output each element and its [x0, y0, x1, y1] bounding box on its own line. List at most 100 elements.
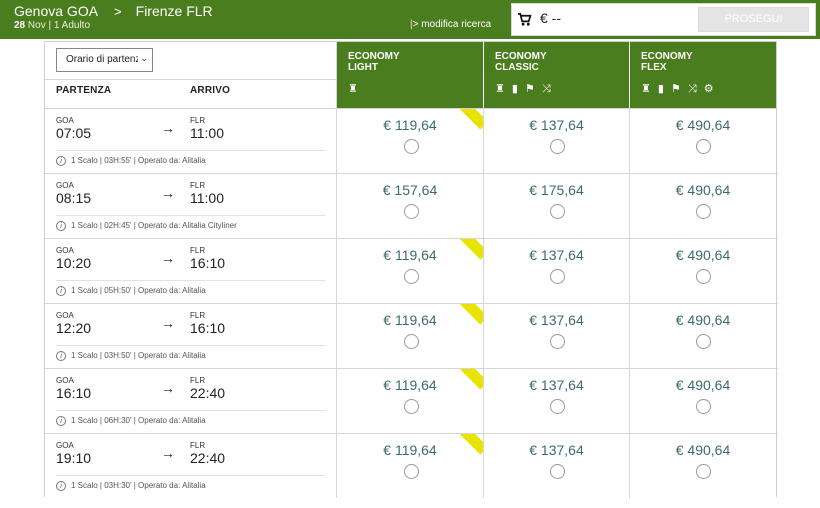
- fare-radio[interactable]: [404, 204, 419, 219]
- fare-cell[interactable]: € 175,64: [484, 174, 630, 238]
- info-icon[interactable]: i: [56, 221, 66, 231]
- fare-cell[interactable]: € 119,64: [337, 304, 484, 368]
- cart-box: € -- PROSEGUI: [511, 3, 816, 36]
- fare-cell[interactable]: € 490,64: [630, 174, 776, 238]
- flight-details-text[interactable]: 1 Scalo | 03H:30' | Operato da: Alitalia: [71, 481, 206, 491]
- info-icon[interactable]: i: [56, 156, 66, 166]
- arrival-time: 22:40: [190, 385, 226, 401]
- fare-radio[interactable]: [550, 204, 565, 219]
- fare-cell[interactable]: € 157,64: [337, 174, 484, 238]
- fare-price: € 137,64: [529, 312, 584, 328]
- fare-cell[interactable]: € 137,64: [484, 434, 630, 498]
- fare-cell[interactable]: € 119,64: [337, 369, 484, 433]
- destination-code: FLR: [190, 376, 206, 385]
- info-icon[interactable]: i: [56, 286, 66, 296]
- fare-cell[interactable]: € 137,64: [484, 304, 630, 368]
- fare-radio[interactable]: [404, 464, 419, 479]
- fare-cell[interactable]: € 490,64: [630, 304, 776, 368]
- flight-details-text[interactable]: 1 Scalo | 03H:50' | Operato da: Alitalia: [71, 351, 206, 361]
- fare-header-economy-classic: ECONOMY CLASSIC ♜ ▮ ⚑ ⤨: [484, 42, 630, 108]
- fare-price: € 119,64: [383, 377, 437, 393]
- sort-select-value[interactable]: Orario di partenza: [66, 54, 147, 65]
- info-icon[interactable]: i: [56, 351, 66, 361]
- passengers-label: 1 Adulto: [53, 20, 91, 31]
- fare-cell[interactable]: € 119,64: [337, 109, 484, 173]
- arrival-time: 22:40: [190, 450, 226, 466]
- flight-row: GOA 19:10 → FLR 22:40 i 1 Scalo | 03H:30' | Op…: [45, 433, 778, 498]
- flight-details-text[interactable]: 1 Scalo | 02H:45' | Operato da: Alitalia…: [71, 221, 237, 231]
- fare-name-line2: LIGHT: [348, 62, 378, 73]
- flight-info: GOA 07:05 → FLR 11:00 i 1 Scalo | 03H:55' | Op…: [45, 109, 337, 173]
- fare-radio[interactable]: [696, 334, 711, 349]
- fare-price: € 119,64: [383, 117, 437, 133]
- modify-search-link[interactable]: |> modifica ricerca: [410, 19, 492, 30]
- fare-features-icons: ♜: [348, 83, 360, 95]
- fare-radio[interactable]: [550, 334, 565, 349]
- flight-info: GOA 08:15 → FLR 11:00 i 1 Scalo | 02H:45' | Op…: [45, 174, 337, 238]
- fare-cell[interactable]: € 490,64: [630, 109, 776, 173]
- fare-radio[interactable]: [404, 399, 419, 414]
- destination-code: FLR: [190, 311, 206, 320]
- fare-radio[interactable]: [404, 269, 419, 284]
- arrow-right-icon: →: [161, 185, 175, 201]
- destination-label: Firenze FLR: [135, 3, 213, 19]
- fare-radio[interactable]: [404, 139, 419, 154]
- origin-code: GOA: [56, 441, 74, 450]
- fare-cell[interactable]: € 490,64: [630, 369, 776, 433]
- arrow-right-icon: →: [161, 315, 175, 331]
- departure-time: 07:05: [56, 125, 92, 141]
- fare-radio[interactable]: [404, 334, 419, 349]
- flight-row: GOA 07:05 → FLR 11:00 i 1 Scalo | 03H:55' | Op…: [45, 108, 778, 173]
- flight-details-text[interactable]: 1 Scalo | 05H:50' | Operato da: Alitalia: [71, 286, 206, 296]
- fare-price: € 119,64: [383, 247, 437, 263]
- fare-price: € 490,64: [675, 442, 731, 458]
- shopping-cart-icon: [517, 13, 532, 26]
- fare-name-line1: ECONOMY: [641, 51, 693, 62]
- fare-cell[interactable]: € 137,64: [484, 369, 630, 433]
- fare-radio[interactable]: [550, 399, 565, 414]
- fare-price: € 490,64: [675, 312, 731, 328]
- fare-radio[interactable]: [550, 464, 565, 479]
- flight-details-text[interactable]: 1 Scalo | 03H:55' | Operato da: Alitalia: [71, 156, 206, 166]
- sort-select[interactable]: Orario di partenza ⌄: [56, 48, 153, 72]
- route-title: Genova GOA > Firenze FLR: [14, 3, 213, 19]
- fare-cell[interactable]: € 490,64: [630, 239, 776, 303]
- continue-button[interactable]: PROSEGUI: [698, 7, 809, 32]
- fare-cell[interactable]: € 119,64: [337, 239, 484, 303]
- fare-cell[interactable]: € 119,64: [337, 434, 484, 498]
- fare-name-line1: ECONOMY: [495, 51, 547, 62]
- fare-radio[interactable]: [696, 269, 711, 284]
- fare-features-icons: ♜ ▮ ⚑ ⤨: [495, 83, 553, 95]
- arrival-time: 16:10: [190, 320, 226, 336]
- fare-cell[interactable]: € 490,64: [630, 434, 776, 498]
- fare-features-icons: ♜ ▮ ⚑ ⤨ ⚙: [641, 83, 716, 95]
- info-icon[interactable]: i: [56, 416, 66, 426]
- modify-search-label[interactable]: > modifica ricerca: [412, 19, 492, 30]
- info-icon[interactable]: i: [56, 481, 66, 491]
- fare-radio[interactable]: [696, 204, 711, 219]
- divider: [56, 345, 326, 346]
- top-bar: Genova GOA > Firenze FLR 28 Nov | 1 Adulto…: [0, 0, 820, 39]
- fare-radio[interactable]: [550, 139, 565, 154]
- fare-radio[interactable]: [696, 399, 711, 414]
- departure-time: 19:10: [56, 450, 92, 466]
- flight-details-text[interactable]: 1 Scalo | 06H:30' | Operato da: Alitalia: [71, 416, 206, 426]
- fare-radio[interactable]: [696, 464, 711, 479]
- fare-radio[interactable]: [696, 139, 711, 154]
- fare-price: € 157,64: [382, 182, 438, 198]
- date-day: 28: [14, 20, 26, 31]
- fare-price: € 119,64: [383, 312, 437, 328]
- departure-column-label: PARTENZA: [56, 85, 112, 96]
- flight-details: i 1 Scalo | 03H:30' | Operato da: Alitali…: [56, 481, 206, 491]
- fare-cell[interactable]: € 137,64: [484, 239, 630, 303]
- divider: [56, 475, 326, 476]
- fare-radio[interactable]: [550, 269, 565, 284]
- flight-info: GOA 19:10 → FLR 22:40 i 1 Scalo | 03H:30' | Op…: [45, 434, 337, 498]
- fare-price: € 175,64: [529, 182, 584, 198]
- fare-price: € 490,64: [675, 182, 731, 198]
- origin-code: GOA: [56, 116, 74, 125]
- fare-cell[interactable]: € 137,64: [484, 109, 630, 173]
- flight-details: i 1 Scalo | 02H:45' | Operato da: Alitali…: [56, 221, 237, 231]
- fare-header-economy-flex: ECONOMY FLEX ♜ ▮ ⚑ ⤨ ⚙: [630, 42, 776, 108]
- flight-info: GOA 12:20 → FLR 16:10 i 1 Scalo | 03H:50' | Op…: [45, 304, 337, 368]
